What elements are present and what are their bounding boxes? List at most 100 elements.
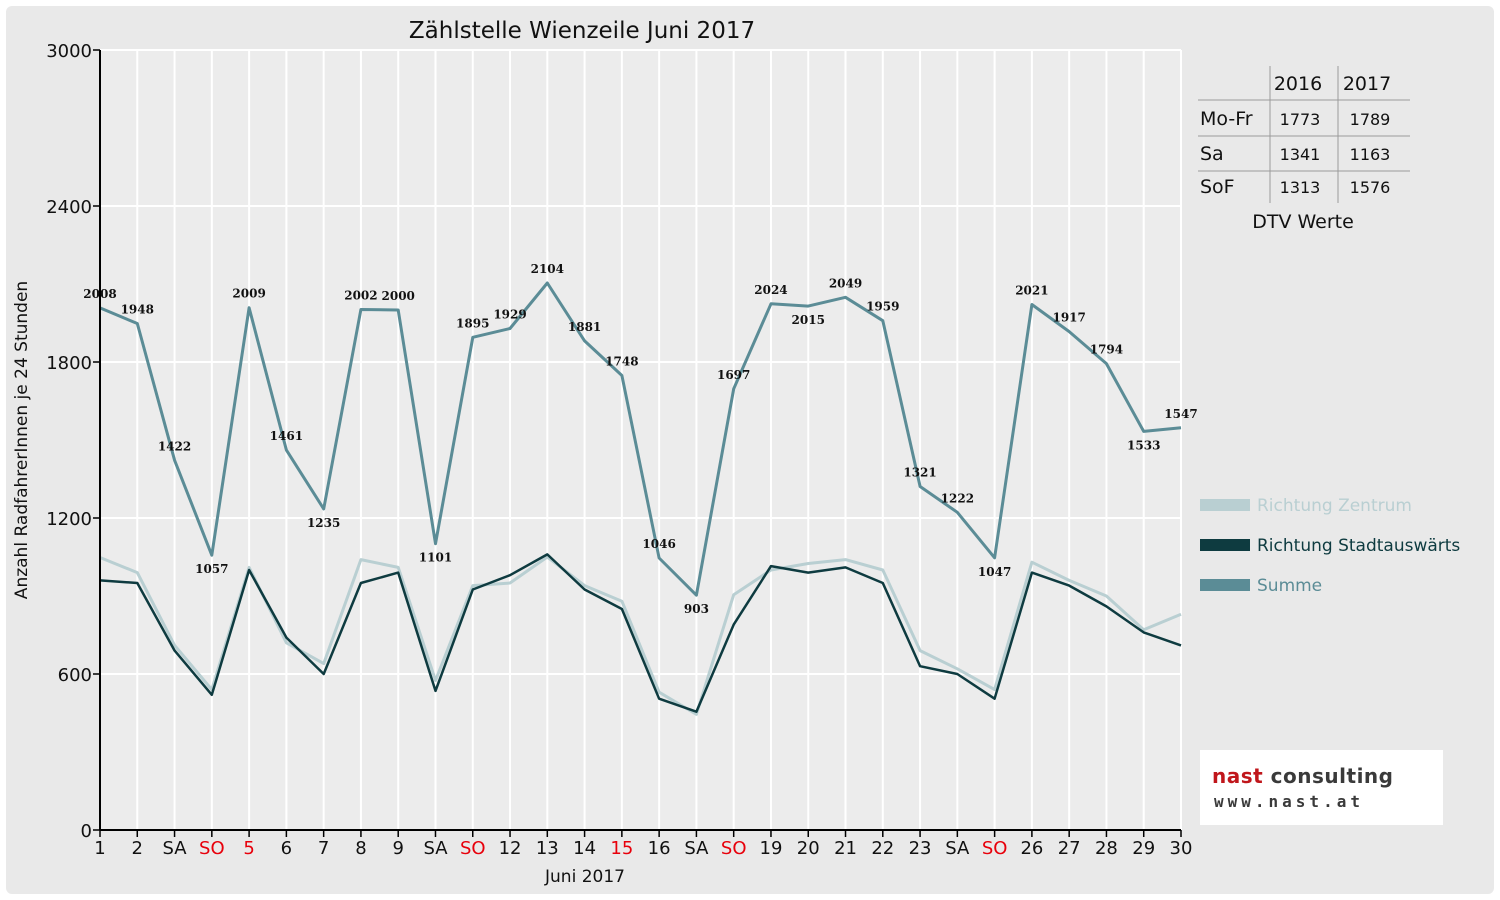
x-tick-label: 8 — [355, 838, 366, 859]
series-line — [99, 281, 1182, 597]
x-tick-label: 28 — [1095, 838, 1118, 859]
dtv-cell: 1576 — [1350, 178, 1391, 197]
x-tick-label: 6 — [281, 838, 292, 859]
x-tick-label: 14 — [573, 838, 596, 859]
x-tick-label: SA — [423, 838, 448, 859]
data-label: 1948 — [121, 303, 154, 317]
x-tick-label: 29 — [1132, 838, 1155, 859]
legend-label: Summe — [1257, 576, 1322, 596]
x-tick-label: SA — [945, 838, 970, 859]
data-label: 1917 — [1052, 311, 1085, 325]
data-label: 1101 — [419, 551, 452, 565]
dtv-cell: 1313 — [1280, 178, 1321, 197]
dtv-caption: DTV Werte — [1252, 211, 1354, 233]
legend-swatch — [1200, 499, 1250, 511]
data-label: 1222 — [941, 491, 974, 505]
x-tick-label: 22 — [871, 838, 894, 859]
data-label: 2049 — [829, 276, 862, 290]
legend-label: Richtung Stadtauswärts — [1257, 536, 1460, 556]
x-tick-label: 16 — [648, 838, 671, 859]
data-label: 1794 — [1090, 343, 1123, 357]
data-label: 1235 — [307, 516, 340, 530]
series-line — [99, 553, 1182, 713]
dtv-header-2017: 2017 — [1343, 73, 1391, 95]
data-label: 2002 — [344, 288, 377, 302]
legend-label: Richtung Zentrum — [1257, 496, 1412, 516]
y-axis-label: Anzahl RadfahrerInnen je 24 Stunden — [12, 281, 32, 599]
data-label: 2104 — [531, 262, 564, 276]
y-tick-label: 3000 — [46, 41, 92, 62]
x-tick-label: 7 — [318, 838, 329, 859]
dtv-cell: 1773 — [1280, 110, 1321, 129]
logo-url: www.nast.at — [1214, 792, 1364, 811]
y-tick-label: 1200 — [46, 509, 92, 530]
data-labels: 2008194814221057200914611235200220001101… — [83, 262, 1197, 616]
x-tick-label: 27 — [1058, 838, 1081, 859]
data-label: 1422 — [158, 439, 191, 453]
dtv-cell: 1789 — [1350, 110, 1391, 129]
data-label: 1046 — [642, 537, 675, 551]
dtv-header-2016: 2016 — [1274, 73, 1322, 95]
data-label: 2000 — [382, 289, 415, 303]
data-label: 1321 — [903, 466, 936, 480]
plot-area — [100, 50, 1181, 830]
legend-swatch — [1200, 579, 1250, 591]
x-tick-label: 20 — [797, 838, 820, 859]
logo-name: nast consulting — [1212, 764, 1393, 788]
data-label: 1547 — [1164, 407, 1197, 421]
y-tick-label: 1800 — [46, 353, 92, 374]
data-label: 1895 — [456, 316, 489, 330]
data-label: 1748 — [605, 355, 638, 369]
x-tick-label: SO — [199, 838, 225, 859]
x-tick-label: 5 — [243, 838, 254, 859]
data-label: 2009 — [232, 287, 265, 301]
legend-swatch — [1200, 539, 1250, 551]
y-tick-label: 2400 — [46, 197, 92, 218]
data-label: 2021 — [1015, 284, 1048, 298]
data-label: 1697 — [717, 368, 750, 382]
dtv-row-label: SoF — [1200, 176, 1235, 198]
data-label: 1881 — [568, 320, 601, 334]
data-label: 903 — [684, 602, 709, 616]
x-tick-label: 21 — [834, 838, 857, 859]
x-tick-label: 26 — [1020, 838, 1043, 859]
data-label: 1461 — [270, 429, 303, 443]
nast-consulting-logo: nast consulting www.nast.at — [1200, 750, 1443, 825]
x-tick-label: SO — [982, 838, 1008, 859]
x-axis-label: Juni 2017 — [544, 867, 625, 887]
y-tick-label: 600 — [58, 665, 92, 686]
series-line — [99, 555, 1182, 716]
y-tick-label: 0 — [81, 821, 92, 842]
data-label: 1047 — [978, 565, 1011, 579]
x-tick-label: SO — [721, 838, 747, 859]
x-tick-label: 15 — [610, 838, 633, 859]
dtv-cell: 1163 — [1350, 145, 1391, 164]
x-tick-label: SA — [684, 838, 709, 859]
data-label: 1533 — [1127, 438, 1160, 452]
data-label: 1959 — [866, 300, 899, 314]
data-label: 2015 — [792, 313, 825, 327]
data-label: 1057 — [195, 562, 228, 576]
x-tick-label: SA — [163, 838, 188, 859]
dtv-row-label: Mo-Fr — [1200, 108, 1253, 130]
data-label: 1929 — [493, 307, 526, 321]
x-tick-label: SO — [460, 838, 486, 859]
grid — [99, 49, 1182, 831]
dtv-cell: 1341 — [1280, 145, 1321, 164]
x-tick-label: 2 — [132, 838, 143, 859]
x-tick-label: 23 — [909, 838, 932, 859]
x-tick-label: 1 — [94, 838, 105, 859]
logo-name-part2: consulting — [1270, 764, 1394, 788]
x-tick-label: 19 — [760, 838, 783, 859]
x-tick-label: 12 — [499, 838, 522, 859]
chart-title: Zählstelle Wienzeile Juni 2017 — [409, 18, 755, 44]
series-lines — [99, 281, 1182, 716]
dtv-row-label: Sa — [1200, 143, 1224, 165]
x-tick-label: 13 — [536, 838, 559, 859]
logo-name-part1: nast — [1212, 764, 1264, 788]
legend: Richtung Zentrum Richtung Stadtauswärts Su… — [1200, 496, 1460, 596]
data-label: 2024 — [754, 283, 787, 297]
dtv-table: 2016 2017 Mo-Fr 1773 1789 Sa 1341 1163 S… — [1198, 66, 1410, 233]
